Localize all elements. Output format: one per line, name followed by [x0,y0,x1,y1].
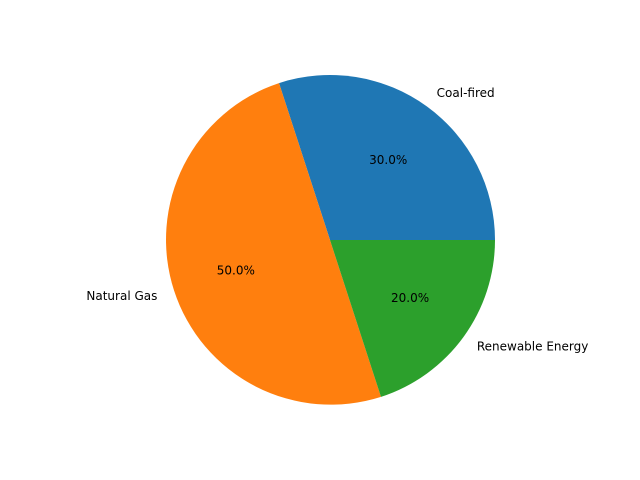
slices-layer [166,75,495,405]
pie-slice-coal-fired [279,75,495,240]
slice-percent-coal-fired: 30.0% [369,153,407,167]
slice-percent-natural-gas: 50.0% [217,264,255,278]
slice-label-natural-gas: Natural Gas [86,289,157,303]
pie-slice-natural-gas [166,83,381,405]
labels-layer: Coal-fired 30.0% Natural Gas 50.0% Renewable… [86,86,588,354]
slice-percent-renewable-energy: 20.0% [391,291,429,305]
pie-slice-renewable-energy [330,240,495,397]
slice-label-coal-fired: Coal-fired [437,86,495,100]
slice-label-renewable-energy: Renewable Energy [477,340,588,354]
